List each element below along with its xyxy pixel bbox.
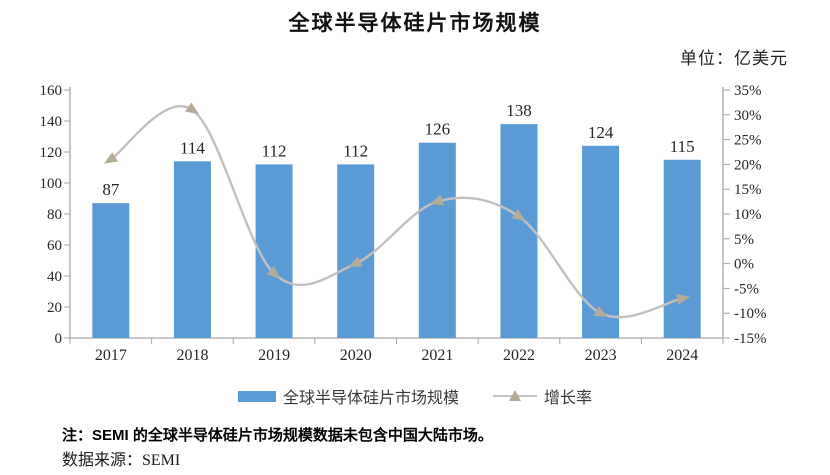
unit-label: 单位：亿美元 xyxy=(680,49,788,68)
bar-value-label: 124 xyxy=(588,123,614,142)
legend-bar-label: 全球半导体硅片市场规模 xyxy=(282,390,459,407)
y-axis-left-label: 60 xyxy=(47,238,62,254)
bar-value-label: 112 xyxy=(262,141,287,160)
y-axis-left-label: 20 xyxy=(47,300,62,316)
x-axis-label: 2023 xyxy=(585,347,617,364)
bar-value-label: 112 xyxy=(343,141,368,160)
y-axis-right-label: 5% xyxy=(734,232,754,248)
bar-2018 xyxy=(173,161,211,338)
bar-2021 xyxy=(418,142,456,338)
x-axis-label: 2024 xyxy=(666,347,698,364)
growth-rate-marker-2021 xyxy=(429,194,444,206)
y-axis-right-label: -5% xyxy=(734,281,759,297)
x-axis-label: 2018 xyxy=(176,347,208,364)
y-axis-left-label: 120 xyxy=(40,145,63,161)
legend-item-market-size: 全球半导体硅片市场规模 xyxy=(237,384,459,408)
chart-legend: 全球半导体硅片市场规模 增长率 xyxy=(0,384,830,408)
y-axis-right-label: 30% xyxy=(734,108,762,124)
y-axis-left-label: 0 xyxy=(55,331,63,347)
y-axis-right-label: 10% xyxy=(734,207,762,223)
bar-2023 xyxy=(582,145,620,338)
y-axis-left-label: 80 xyxy=(47,207,62,223)
bar-value-label: 114 xyxy=(180,138,205,157)
bar-series-swatch xyxy=(237,390,276,402)
y-axis-right-label: 35% xyxy=(734,83,762,99)
legend-item-growth-rate: 增长率 xyxy=(493,384,592,408)
legend-line-label: 增长率 xyxy=(544,390,593,407)
bar-value-label: 138 xyxy=(506,101,532,120)
chart-title: 全球半导体硅片市场规模 xyxy=(288,11,542,35)
line-series-swatch xyxy=(493,390,537,402)
growth-rate-marker-2017 xyxy=(103,152,118,164)
y-axis-right-label: 25% xyxy=(734,133,762,149)
y-axis-right-label: -15% xyxy=(734,331,767,347)
bar-2020 xyxy=(337,164,375,338)
growth-rate-marker-2018 xyxy=(185,102,199,115)
bar-value-label: 115 xyxy=(670,137,695,156)
triangle-marker-icon xyxy=(509,390,521,401)
growth-rate-marker-2022 xyxy=(511,209,526,221)
growth-rate-marker-2020 xyxy=(348,256,363,267)
x-axis-label: 2022 xyxy=(503,347,535,364)
y-axis-right-label: 0% xyxy=(734,257,754,273)
bar-2017 xyxy=(92,203,130,338)
bar-2019 xyxy=(255,164,293,338)
y-axis-left-label: 40 xyxy=(47,269,62,285)
data-source: 数据来源：SEMI xyxy=(62,452,181,469)
growth-rate-marker-2019 xyxy=(266,266,280,280)
x-axis-label: 2019 xyxy=(258,347,290,364)
chart-footnote: 注：SEMI 的全球半导体硅片市场规模数据未包含中国大陆市场。 xyxy=(62,427,493,444)
x-axis-label: 2021 xyxy=(421,347,453,364)
y-axis-right-label: -10% xyxy=(734,306,767,322)
growth-rate-marker-2023 xyxy=(593,306,608,317)
growth-rate-marker-2024 xyxy=(676,293,691,305)
x-axis-label: 2020 xyxy=(340,347,372,364)
y-axis-left-label: 100 xyxy=(40,176,63,192)
bar-2024 xyxy=(663,159,701,338)
bar-value-label: 87 xyxy=(102,180,120,199)
y-axis-right-label: 15% xyxy=(734,182,762,198)
chart-plot-area: 0 20 40 60 80 100 120 140 160 -15% -10% -5% 0% 5% 10% 1… xyxy=(40,83,767,364)
x-axis-label: 2017 xyxy=(95,347,127,364)
bar-2022 xyxy=(500,124,538,338)
bar-value-label: 126 xyxy=(425,120,451,139)
y-axis-left-label: 140 xyxy=(40,114,63,130)
y-axis-left-label: 160 xyxy=(40,83,63,99)
y-axis-right-label: 20% xyxy=(734,157,762,173)
